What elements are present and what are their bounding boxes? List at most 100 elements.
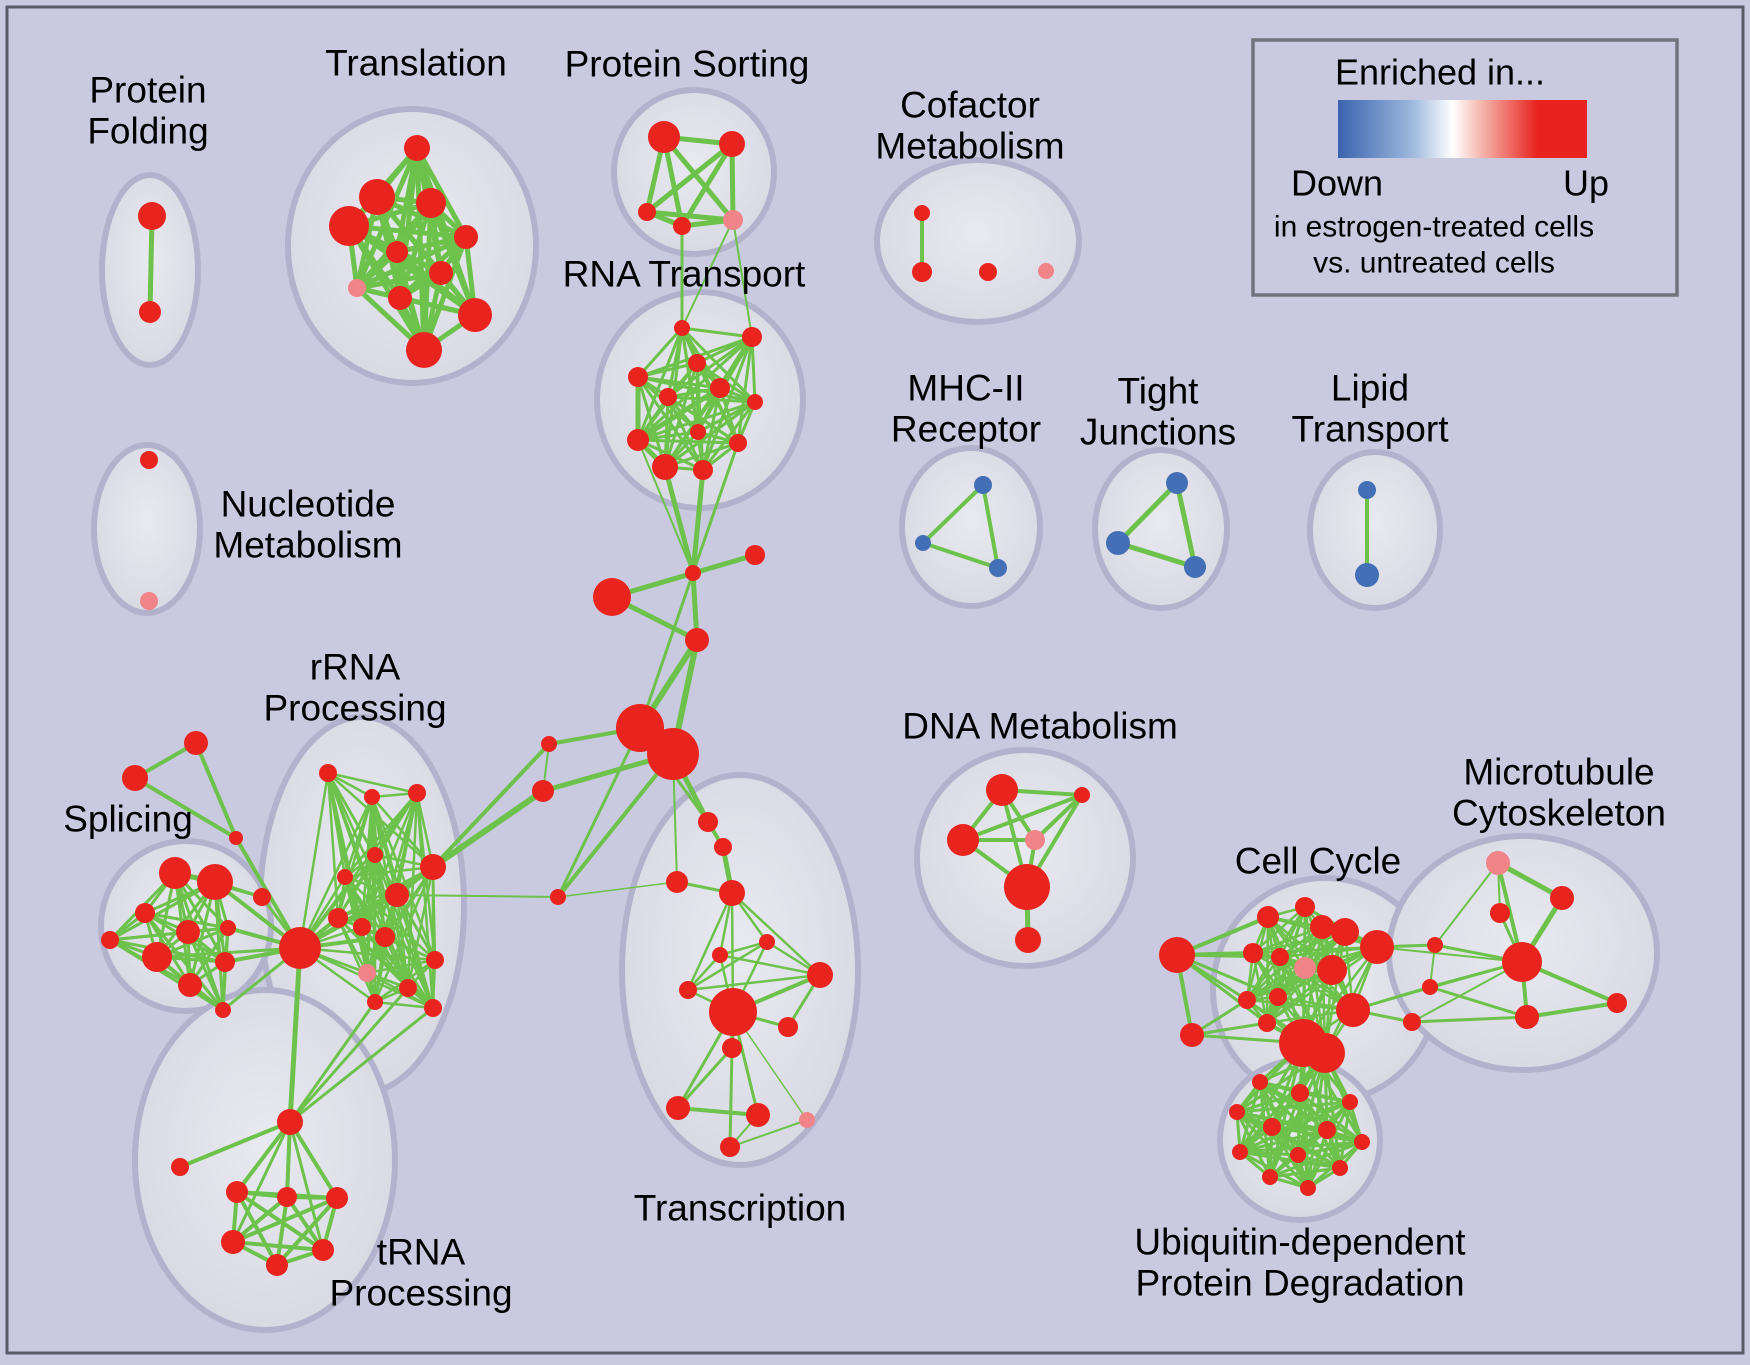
edge <box>108 880 217 942</box>
edge <box>287 945 303 1125</box>
edge <box>961 793 1084 842</box>
node <box>915 535 931 551</box>
edge <box>556 752 675 899</box>
node <box>778 1017 798 1037</box>
edge <box>235 1120 292 1194</box>
node <box>807 962 833 988</box>
node <box>215 952 235 972</box>
edge <box>556 726 642 899</box>
node <box>135 903 155 923</box>
node <box>745 545 765 565</box>
node <box>1360 930 1394 964</box>
edge <box>231 1240 325 1252</box>
edge <box>1270 1125 1364 1144</box>
edge <box>736 335 754 445</box>
edge <box>1323 930 1347 1055</box>
edge <box>1251 925 1324 955</box>
edge <box>1238 1150 1310 1190</box>
edge <box>1268 1166 1342 1179</box>
edge <box>178 1120 292 1169</box>
node <box>348 279 366 297</box>
edge <box>921 483 985 545</box>
cluster-cofactor-metabolism-label: Metabolism <box>875 126 1064 167</box>
node <box>424 999 442 1017</box>
node <box>220 920 236 936</box>
node <box>326 1187 348 1209</box>
node <box>714 838 732 856</box>
node <box>1317 955 1347 985</box>
edge <box>636 375 757 404</box>
edge <box>370 795 437 962</box>
node <box>1422 979 1438 995</box>
cluster-mhc-ii-receptor-ellipse <box>899 445 1043 609</box>
legend-subtitle-line2: vs. untreated cells <box>1313 247 1555 280</box>
edge <box>395 893 410 990</box>
node <box>652 454 678 480</box>
node <box>1310 915 1334 939</box>
node <box>215 1002 231 1018</box>
cluster-lipid-transport-label: Transport <box>1292 409 1450 450</box>
node <box>139 301 161 323</box>
node <box>673 217 691 235</box>
node <box>426 951 444 969</box>
edge <box>557 881 678 898</box>
node <box>277 1187 297 1207</box>
edge <box>701 335 754 472</box>
edge <box>143 911 225 1012</box>
edge <box>108 926 230 942</box>
edge <box>275 1196 339 1267</box>
edge <box>686 973 822 992</box>
edge <box>336 916 435 1010</box>
node <box>1607 993 1627 1013</box>
edge <box>1245 966 1307 1002</box>
edge <box>1245 955 1282 1002</box>
node <box>690 424 706 440</box>
cluster-splicing-label: Splicing <box>63 799 193 840</box>
node <box>386 241 408 263</box>
edge <box>635 385 723 443</box>
node <box>698 812 718 832</box>
edge <box>1298 1091 1364 1144</box>
edge <box>415 791 435 1010</box>
cluster-cell-cycle-label: Cell Cycle <box>1235 841 1402 882</box>
node <box>1502 942 1542 982</box>
node <box>1243 943 1263 963</box>
edge <box>396 894 559 898</box>
node <box>1004 864 1050 910</box>
edge <box>288 1000 377 1124</box>
node <box>406 332 442 368</box>
edge <box>676 1106 760 1117</box>
edge <box>676 1046 734 1110</box>
legend: Enriched in... Down Up in estrogen-treat… <box>1251 38 1679 297</box>
cluster-rrna-processing-label: rRNA <box>310 647 401 688</box>
edge <box>921 541 1000 570</box>
node <box>912 262 932 282</box>
edge <box>406 865 435 990</box>
edge <box>395 893 437 962</box>
cluster-ubiquitin-degradation-label: Protein Degradation <box>1135 1263 1464 1304</box>
node <box>979 263 997 281</box>
edge <box>691 441 740 575</box>
edge <box>662 464 696 576</box>
edge <box>288 1120 339 1200</box>
edge <box>636 375 705 472</box>
edge <box>383 935 435 1010</box>
edge <box>679 141 735 229</box>
node <box>226 1181 248 1203</box>
edge <box>729 1119 808 1148</box>
cluster-tight-junctions-label: Tight <box>1118 371 1200 412</box>
cluster-nucleotide-metabolism-label: Nucleotide <box>221 484 396 525</box>
node <box>1332 1160 1348 1176</box>
edge <box>1265 915 1270 1025</box>
edge <box>406 791 419 990</box>
node <box>388 286 412 310</box>
node <box>1427 937 1443 953</box>
cluster-protein-folding-label: Protein <box>89 70 206 111</box>
node <box>253 888 271 906</box>
node <box>1331 918 1359 946</box>
node <box>666 1096 690 1120</box>
node <box>1238 991 1256 1009</box>
edge <box>718 953 822 977</box>
cluster-cofactor-metabolism-label: Cofactor <box>900 85 1040 126</box>
